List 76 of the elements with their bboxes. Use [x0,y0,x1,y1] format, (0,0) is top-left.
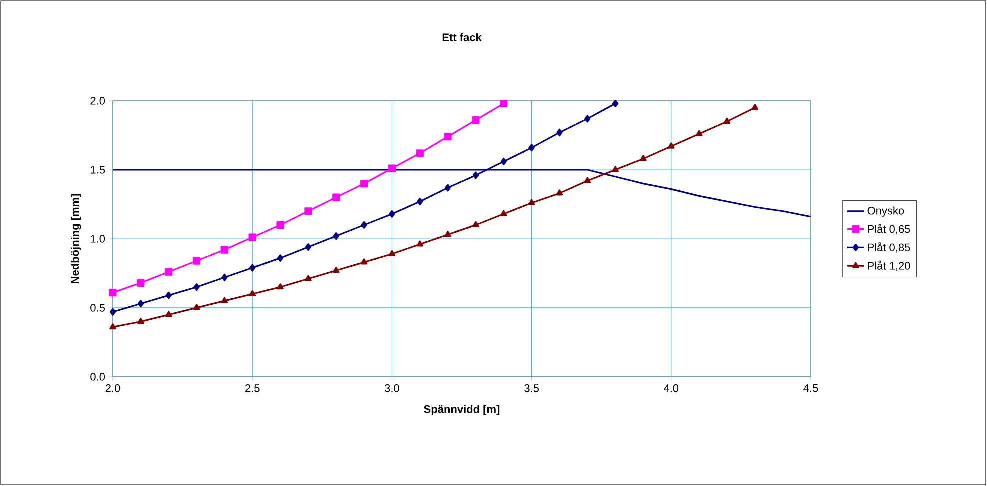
x-tick-label: 2.0 [106,384,120,392]
point [249,290,256,296]
point [556,128,563,137]
point [165,268,173,276]
legend-label: Plåt 0,85 [868,242,910,253]
x-tick-label: 3.0 [384,384,400,392]
point [277,254,284,262]
point [584,115,591,123]
point [332,266,340,274]
point [304,208,312,216]
legend-label: Plåt 1,20 [868,260,910,272]
x-tick-label: 4.5 [804,384,818,392]
point [360,180,368,188]
point [220,246,228,254]
point [137,279,145,287]
point [110,324,116,330]
point [416,240,424,247]
point [276,221,284,229]
point [556,190,564,196]
point [194,283,200,292]
point [109,289,117,297]
point [752,104,759,110]
point [388,164,396,172]
point [472,172,480,180]
x-tick-label: 2.5 [246,384,260,392]
point [333,232,340,240]
point [500,158,507,166]
point [696,130,703,136]
point [500,100,508,108]
x-axis-title: Spännvidd [m] [424,405,500,416]
point [250,264,256,272]
point [166,292,172,300]
y-tick-label: 1.0 [91,235,106,243]
point [222,274,228,282]
point [165,311,172,318]
y-tick-label: 0.0 [90,373,106,381]
point [277,283,284,290]
point [472,116,480,124]
point [110,308,116,316]
point [640,155,647,162]
x-tick-label: 4.0 [664,384,679,392]
point [528,199,536,206]
point [472,221,480,228]
y-axis-title: Nedböjning [mm] [71,194,82,284]
point [221,297,228,304]
point [444,184,452,192]
legend-label: Onysko [868,206,904,217]
point [193,304,200,310]
x-tick-label: 3.5 [524,384,539,392]
point [528,144,535,152]
point [248,234,256,242]
point [360,258,368,265]
chart-title: Ett fack [442,33,482,42]
point [361,221,368,229]
point [612,100,619,108]
point [192,257,201,265]
point [389,210,396,218]
legend-label: Plåt 0,65 [868,224,910,234]
point [417,198,424,206]
point [305,275,312,282]
point [500,210,508,216]
point [444,231,452,238]
point [138,300,144,308]
point [444,133,452,141]
point [612,166,619,172]
point [724,118,731,124]
point [138,318,144,324]
point [332,194,340,202]
y-tick-label: 0.5 [90,304,106,312]
point [584,177,592,184]
point [305,243,312,252]
point [416,150,424,158]
point [388,250,396,256]
point [668,142,675,149]
y-tick-label: 1.5 [91,166,106,174]
y-tick-label: 2.0 [90,97,106,105]
